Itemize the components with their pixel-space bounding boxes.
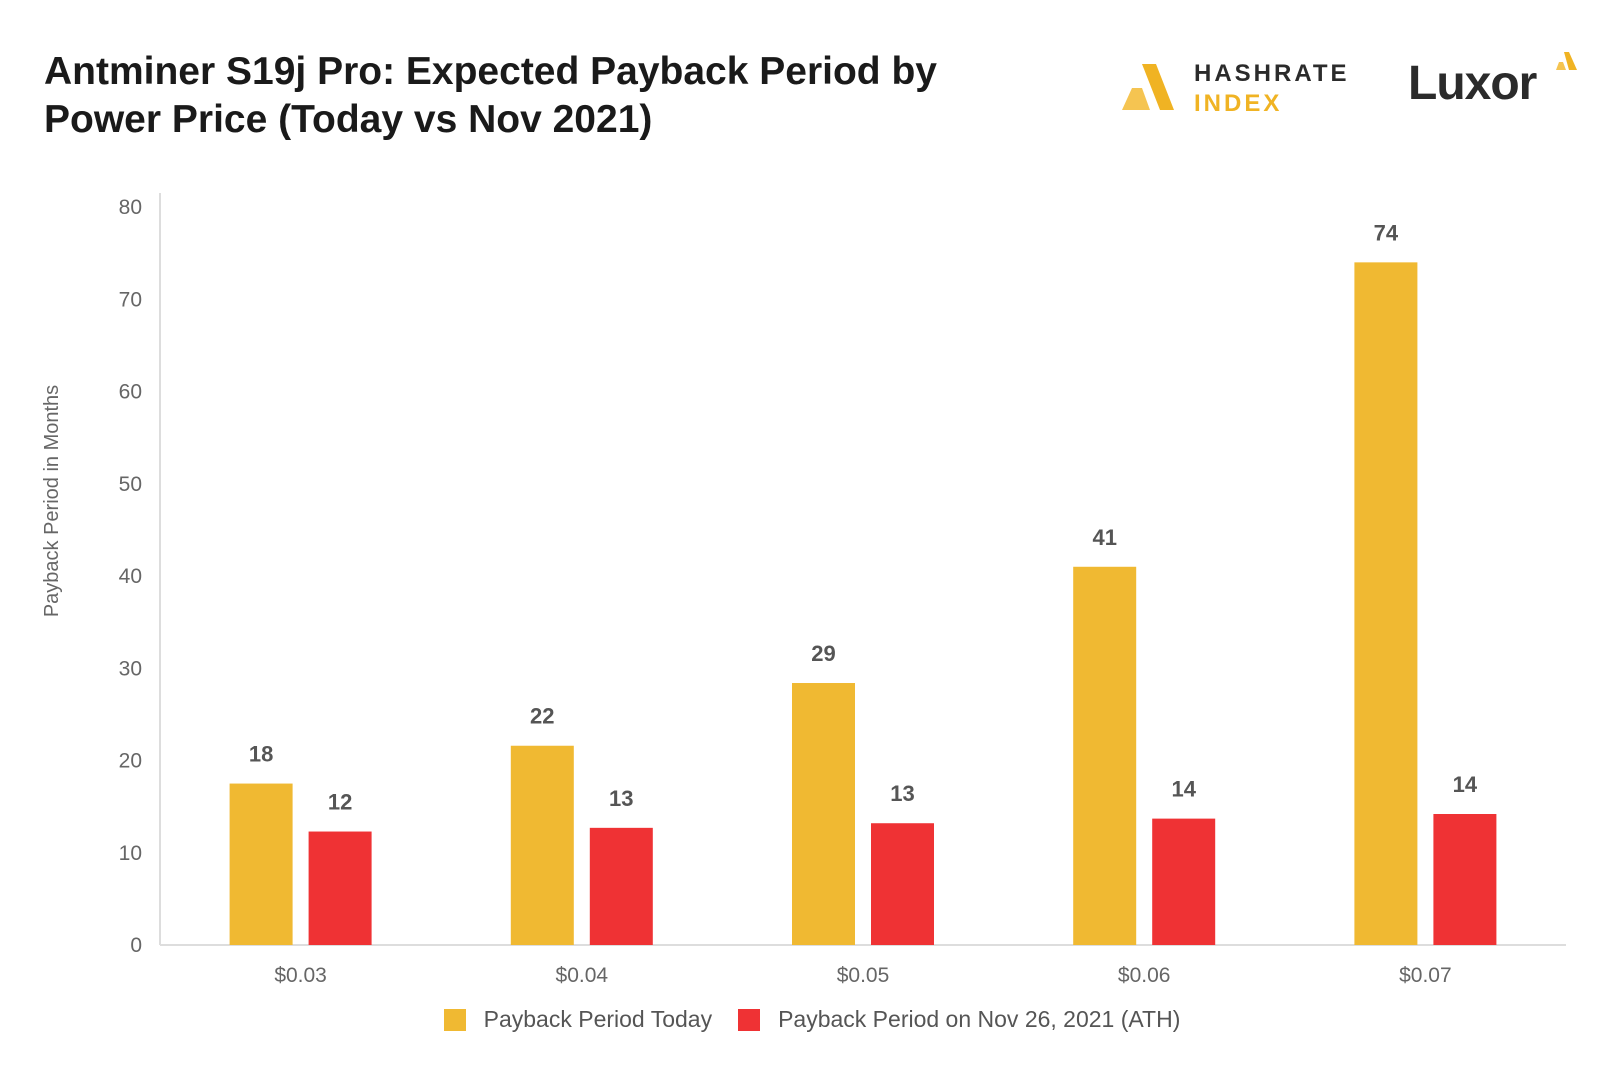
bar-today	[1354, 262, 1418, 946]
y-tick-label: 0	[130, 934, 142, 957]
bar-value-label: 14	[1453, 772, 1478, 797]
x-ticks: $0.03 $0.04 $0.05 $0.06 $0.07	[274, 964, 1451, 987]
x-tick-label: $0.06	[1118, 964, 1171, 987]
y-tick-label: 30	[119, 657, 142, 680]
bar-labels: 18 12 22 13 29 13 41 14 74 14	[249, 220, 1478, 814]
luxor-logo-icon	[1556, 52, 1577, 70]
y-tick-label: 50	[119, 473, 142, 496]
legend-label-today: Payback Period Today	[483, 1006, 713, 1032]
hashrate-logo-line2: INDEX	[1194, 90, 1283, 117]
y-tick-label: 20	[119, 750, 142, 773]
bar-today	[1073, 566, 1137, 945]
bar-value-label: 13	[609, 786, 633, 811]
bar-value-label: 29	[811, 641, 835, 666]
x-tick-label: $0.07	[1399, 964, 1452, 987]
bars	[229, 262, 1497, 946]
y-ticks: 0 10 20 30 40 50 60 70 80	[119, 196, 142, 957]
bar-value-label: 74	[1374, 220, 1399, 245]
bar-value-label: 12	[328, 790, 352, 815]
y-tick-label: 80	[119, 196, 142, 219]
bar-value-label: 14	[1171, 777, 1196, 802]
legend-swatch-ath	[738, 1008, 761, 1031]
luxor-logo-word: Luxor	[1408, 57, 1537, 110]
legend-item-ath: Payback Period on Nov 26, 2021 (ATH)	[738, 1006, 1180, 1033]
legend: Payback Period Today Payback Period on N…	[0, 1006, 1624, 1033]
bar-value-label: 18	[249, 742, 273, 767]
bar-ath	[1152, 818, 1216, 945]
bar-ath	[871, 823, 934, 945]
hashrate-logo-line1: HASHRATE	[1194, 60, 1350, 87]
bar-value-label: 22	[530, 704, 554, 729]
bar-ath	[589, 827, 653, 945]
legend-item-today: Payback Period Today	[443, 1006, 713, 1033]
bar-ath	[308, 831, 372, 945]
hashrate-index-logo-icon	[1122, 64, 1174, 110]
bar-ath	[1433, 814, 1497, 945]
bar-today	[792, 683, 855, 945]
legend-swatch-today	[443, 1008, 466, 1031]
y-tick-label: 60	[119, 381, 142, 404]
bar-value-label: 13	[890, 781, 914, 806]
x-tick-label: $0.04	[556, 964, 609, 987]
bar-value-label: 41	[1092, 525, 1116, 550]
bar-chart: Payback Period in Months 0 10 20 30 40 50 60 70…	[41, 193, 1566, 987]
x-tick-label: $0.05	[837, 964, 890, 987]
y-tick-label: 10	[119, 842, 142, 865]
bar-today	[510, 745, 574, 945]
bar-today	[229, 783, 293, 945]
y-tick-label: 70	[119, 288, 142, 311]
y-tick-label: 40	[119, 565, 142, 588]
luxor-logo: Luxor	[1408, 52, 1588, 116]
y-axis-title: Payback Period in Months	[41, 385, 63, 617]
chart-title: Antminer S19j Pro: Expected Payback Peri…	[44, 50, 937, 141]
hashrate-index-logo: HASHRATE INDEX	[1118, 56, 1368, 120]
legend-label-ath: Payback Period on Nov 26, 2021 (ATH)	[778, 1006, 1181, 1032]
x-tick-label: $0.03	[274, 964, 327, 987]
